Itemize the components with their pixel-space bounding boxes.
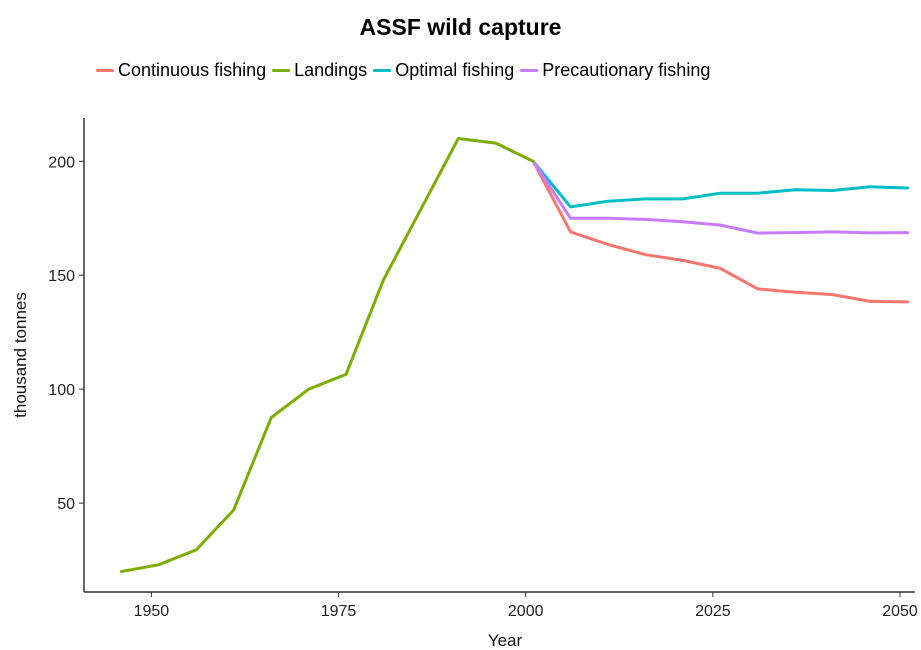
legend-item-precautionary-fishing: Precautionary fishing: [520, 60, 710, 81]
x-tick-label: 2025: [695, 603, 731, 620]
legend-item-landings: Landings: [272, 60, 367, 81]
chart-title: ASSF wild capture: [359, 14, 562, 40]
x-tick-label: 2000: [508, 603, 544, 620]
y-tick-label: 50: [57, 496, 75, 513]
y-tick-label: 150: [48, 268, 75, 285]
series-lines: [119, 137, 909, 573]
legend-key-precautionary-fishing: [520, 69, 539, 72]
x-tick-label: 1975: [321, 603, 357, 620]
legend-label-optimal-fishing: Optimal fishing: [395, 60, 515, 80]
legend-label-landings: Landings: [294, 60, 368, 80]
legend-key-continuous-fishing: [96, 69, 114, 72]
x-tick-label: 2050: [882, 603, 918, 620]
series-line-continuous-fishing: [531, 159, 909, 304]
legend: Continuous fishing Landings Optimal fish…: [96, 60, 716, 81]
legend-key-optimal-fishing: [373, 69, 392, 72]
series-line-optimal-fishing: [531, 159, 909, 209]
x-axis-title: Year: [488, 631, 523, 650]
y-axis-title: thousand tonnes: [11, 292, 30, 418]
y-tick-label: 200: [48, 154, 75, 171]
legend-item-optimal-fishing: Optimal fishing: [373, 60, 514, 81]
legend-item-continuous-fishing: Continuous fishing: [96, 60, 266, 81]
legend-key-landings: [272, 69, 291, 72]
series-line-precautionary-fishing: [531, 159, 909, 235]
legend-label-continuous-fishing: Continuous fishing: [118, 60, 267, 80]
x-tick-label: 1950: [134, 603, 170, 620]
series-line-landings: [119, 137, 535, 573]
y-tick-label: 100: [48, 382, 75, 399]
legend-label-precautionary-fishing: Precautionary fishing: [542, 60, 711, 80]
axis-ticks: 1950 1975 2000 2025 2050 50 100 150 200: [48, 154, 918, 620]
